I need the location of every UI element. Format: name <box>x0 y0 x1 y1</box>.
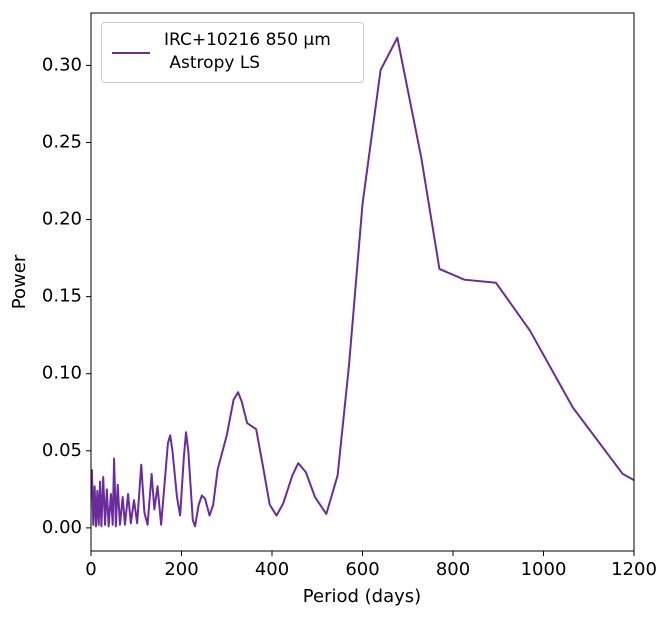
y-tick-label: 0.15 <box>42 286 82 307</box>
y-tick-label: 0.30 <box>42 54 82 75</box>
y-tick-label: 0.05 <box>42 440 82 461</box>
plot-frame <box>90 12 635 552</box>
series-line <box>91 36 634 528</box>
x-tick-label: 1200 <box>611 559 657 580</box>
y-tick-label: 0.10 <box>42 363 82 384</box>
legend-label: IRC+10216 850 μm Astropy LS <box>164 30 331 73</box>
y-axis-label: Power <box>9 254 30 309</box>
legend: IRC+10216 850 μm Astropy LS <box>101 22 364 83</box>
y-tick-label: 0.20 <box>42 209 82 230</box>
x-tick-label: 800 <box>436 559 470 580</box>
x-tick-label: 200 <box>164 559 198 580</box>
x-tick-label: 400 <box>255 559 289 580</box>
legend-swatch <box>112 52 150 54</box>
x-tick-label: 0 <box>85 559 96 580</box>
y-tick-label: 0.25 <box>42 131 82 152</box>
x-axis-label: Period (days) <box>303 586 421 607</box>
x-tick-label: 600 <box>345 559 379 580</box>
x-tick-label: 1000 <box>521 559 567 580</box>
y-tick-label: 0.00 <box>42 517 82 538</box>
